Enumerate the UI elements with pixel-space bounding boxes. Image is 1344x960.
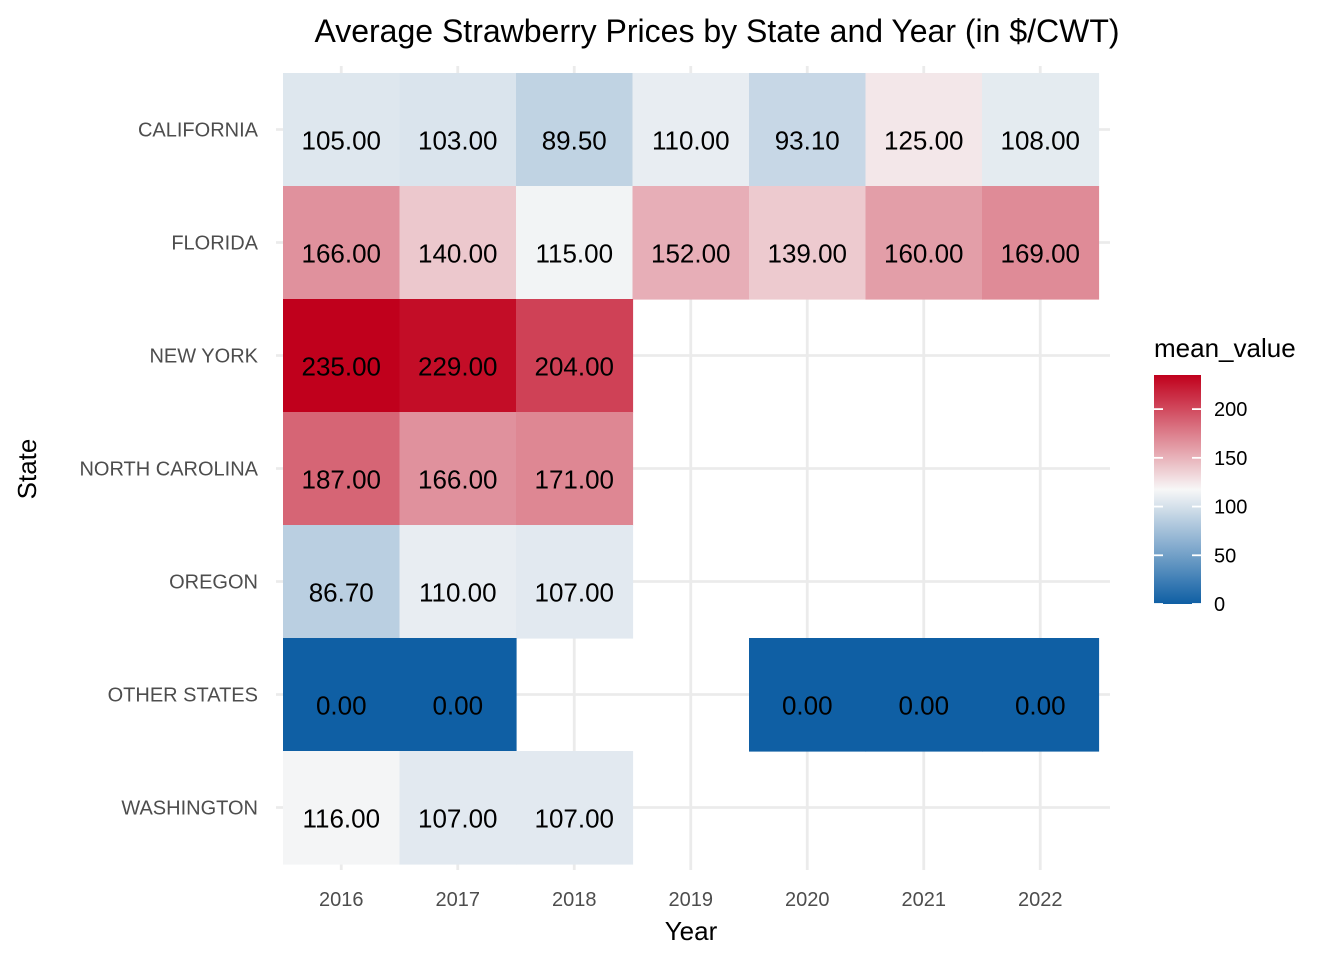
legend: mean_value 0 50 100 150 200 (1154, 333, 1296, 616)
cell-value-label: 110.00 (652, 126, 730, 156)
heatmap-cell (283, 525, 401, 639)
cell-value-label: 105.00 (301, 126, 381, 156)
cell-value-label: 89.50 (542, 126, 607, 156)
heatmap-cell (399, 638, 517, 752)
cell-value-label: 107.00 (418, 804, 498, 834)
y-tick-label: OREGON (169, 572, 258, 594)
heatmap-cell (632, 186, 750, 300)
x-tick-label: 2017 (436, 889, 481, 911)
x-tick-label: 2016 (319, 889, 364, 911)
cell-value-label: 171.00 (534, 465, 614, 495)
heatmap-cell (283, 299, 401, 413)
y-tick-label: OTHER STATES (108, 685, 258, 707)
cell-value-label: 0.00 (898, 691, 949, 721)
legend-title: mean_value (1154, 333, 1296, 363)
cell-value-label: 160.00 (884, 239, 964, 269)
heatmap-cell (399, 186, 517, 300)
cell-value-label: 187.00 (301, 465, 381, 495)
heatmap-cell (749, 73, 867, 187)
y-axis-tick-labels: CALIFORNIA FLORIDA NEW YORK NORTH CAROLINA O… (79, 120, 258, 820)
cell-value-label: 166.00 (418, 465, 498, 495)
y-tick-label: FLORIDA (171, 233, 258, 255)
cell-value-label: 0.00 (432, 691, 483, 721)
y-axis-title: State (12, 439, 42, 500)
heatmap-cell (865, 638, 983, 752)
cell-value-label: 115.00 (535, 239, 613, 269)
heatmap-cell (982, 186, 1100, 300)
cell-value-label: 0.00 (1015, 691, 1066, 721)
cell-value-label: 125.00 (884, 126, 964, 156)
heatmap-cell (516, 73, 634, 187)
heatmap-cell (399, 73, 517, 187)
x-axis-title: Year (665, 916, 718, 946)
legend-tick-label: 100 (1214, 497, 1247, 519)
cell-value-label: 107.00 (534, 578, 614, 608)
cell-value-label: 0.00 (316, 691, 367, 721)
heatmap-cell (516, 186, 634, 300)
heatmap-cell (283, 73, 401, 187)
y-tick-label: WASHINGTON (121, 798, 258, 820)
cell-value-label: 0.00 (782, 691, 833, 721)
cell-value-label: 103.00 (418, 126, 498, 156)
heatmap-cell (283, 186, 401, 300)
heatmap-cell (399, 412, 517, 526)
x-tick-label: 2022 (1018, 889, 1063, 911)
cell-value-label: 93.10 (775, 126, 840, 156)
heatmap-cell (749, 638, 867, 752)
heatmap-cell (399, 299, 517, 413)
cell-value-label: 235.00 (301, 352, 381, 382)
heatmap-cell (865, 186, 983, 300)
cell-value-label: 166.00 (301, 239, 381, 269)
heatmap-cell (982, 73, 1100, 187)
heatmap-cell (632, 73, 750, 187)
x-tick-label: 2020 (785, 889, 830, 911)
cell-value-label: 204.00 (534, 352, 614, 382)
heatmap-cell (982, 638, 1100, 752)
cell-value-label: 116.00 (302, 804, 380, 834)
cell-value-label: 86.70 (309, 578, 374, 608)
x-axis-tick-labels: 2016 2017 2018 2019 2020 2021 2022 (319, 889, 1063, 911)
x-tick-label: 2019 (669, 889, 714, 911)
y-tick-label: NORTH CAROLINA (79, 459, 258, 481)
cell-value-label: 108.00 (1000, 126, 1080, 156)
heatmap-cell (399, 751, 517, 865)
heatmap-cell (516, 751, 634, 865)
heatmap-cell (283, 751, 401, 865)
legend-ticks: 0 50 100 150 200 (1154, 399, 1247, 616)
legend-tick-label: 150 (1214, 448, 1247, 470)
heatmap-cell (749, 186, 867, 300)
y-tick-label: NEW YORK (149, 346, 258, 368)
legend-tick-label: 200 (1214, 399, 1247, 421)
cell-value-label: 140.00 (418, 239, 498, 269)
heatmap-cell-labels: 105.00 103.00 89.50 110.00 93.10 125.00 108.00… (301, 126, 1080, 834)
heatmap-cell (865, 73, 983, 187)
legend-tick-label: 0 (1214, 594, 1225, 616)
heatmap-cell (516, 299, 634, 413)
y-tick-label: CALIFORNIA (138, 120, 259, 142)
heatmap-cell (283, 412, 401, 526)
heatmap-cell (283, 638, 401, 752)
legend-color-bar (1154, 375, 1201, 604)
chart-title: Average Strawberry Prices by State and Y… (314, 13, 1119, 49)
heatmap-cell (399, 525, 517, 639)
heatmap-cell (516, 412, 634, 526)
cell-value-label: 169.00 (1000, 239, 1080, 269)
heatmap-cells (283, 73, 1100, 865)
legend-tick-label: 50 (1214, 545, 1236, 567)
x-tick-label: 2021 (902, 889, 947, 911)
heatmap-cell (516, 525, 634, 639)
cell-value-label: 229.00 (418, 352, 498, 382)
x-tick-label: 2018 (552, 889, 597, 911)
cell-value-label: 107.00 (534, 804, 614, 834)
cell-value-label: 139.00 (767, 239, 847, 269)
cell-value-label: 110.00 (419, 578, 497, 608)
cell-value-label: 152.00 (651, 239, 731, 269)
